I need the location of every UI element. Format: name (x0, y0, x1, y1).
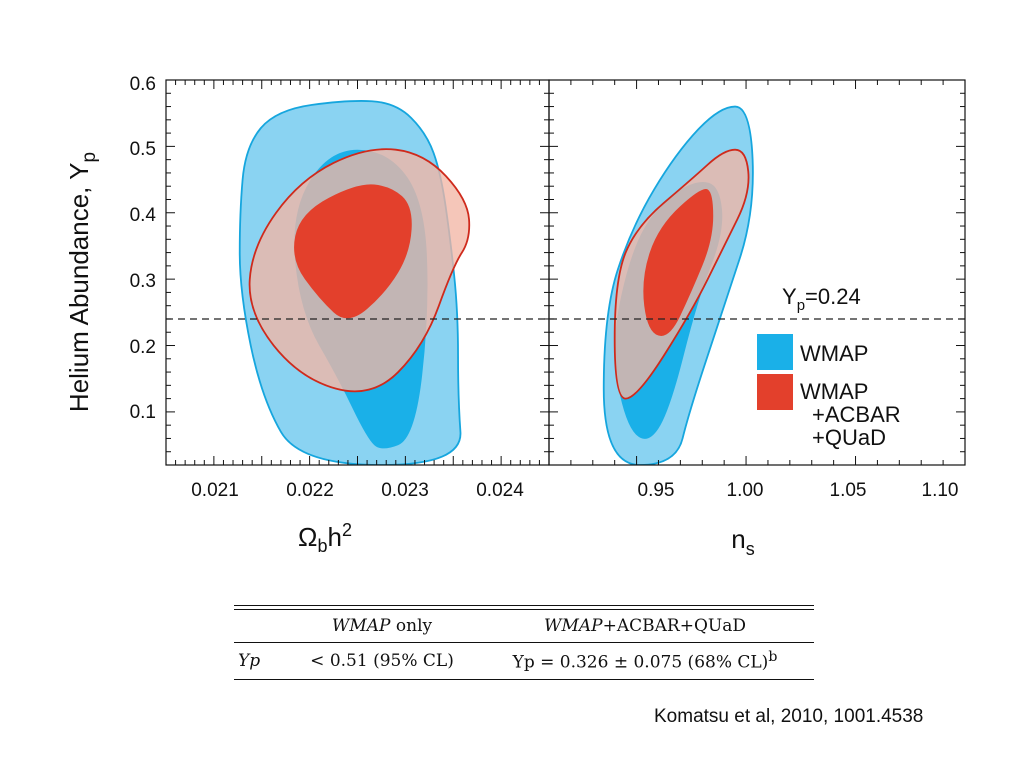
table-top-rule (234, 605, 814, 610)
y-tick-label: 0.3 (130, 271, 156, 292)
table-header-cell: WMAP only (288, 610, 476, 643)
axis-ticks (165, 79, 966, 465)
citation: Komatsu et al, 2010, 1001.4538 (654, 706, 924, 727)
x-axis-title-left: Ωbh2 (298, 520, 352, 556)
table-cell: < 0.51 (95% CL) (288, 642, 476, 680)
table-cell: Yp (234, 642, 288, 680)
table-header-row: WMAP only WMAP+ACBAR+QUaD (234, 610, 814, 643)
x-axis-title-right: ns (731, 524, 754, 559)
legend-label-combo: WMAP (800, 379, 868, 404)
x-tick-label: 0.024 (476, 480, 524, 501)
table-cell: Yp = 0.326 ± 0.075 (68% CL)b (476, 642, 814, 680)
y-tick-label: 0.6 (130, 74, 156, 95)
y-tick-label: 0.5 (130, 139, 156, 160)
y-tick-label: 0.4 (130, 205, 157, 226)
y-tick-label: 0.2 (130, 337, 156, 358)
x-tick-label: 0.021 (191, 480, 239, 501)
legend-label-combo: +QUaD (812, 425, 886, 450)
x-tick-label: 0.023 (381, 480, 429, 501)
contour-wmap-acbar-quad-68 (643, 189, 714, 336)
x-tick-label: 1.05 (830, 480, 867, 501)
figure: Yp=0.24 0.1 0.2 0.3 0.4 0.5 0.6 0.021 0.… (64, 74, 966, 559)
y-tick-label: 0.1 (130, 402, 156, 423)
right-panel-contours (602, 105, 754, 465)
left-panel-contours (238, 100, 471, 465)
x-tick-label: 0.022 (286, 480, 334, 501)
x-tick-label: 0.95 (638, 480, 675, 501)
results-table: WMAP only WMAP+ACBAR+QUaD Yp < 0.51 (95%… (234, 605, 814, 680)
contour-wmap-acbar-quad-68 (294, 184, 412, 319)
y-axis-title: Helium Abundance, Yp (64, 152, 100, 412)
right-panel-frame (548, 79, 966, 466)
table-header-cell: WMAP+ACBAR+QUaD (476, 610, 814, 643)
table-row: Yp < 0.51 (95% CL) Yp = 0.326 ± 0.075 (6… (234, 642, 814, 680)
table-header-cell (234, 610, 288, 643)
legend-label-combo: +ACBAR (812, 402, 901, 427)
x-tick-label: 1.00 (727, 480, 764, 501)
legend-label-wmap: WMAP (800, 341, 868, 366)
reference-line-label: Yp=0.24 (782, 284, 861, 314)
legend-swatch-combo (757, 374, 793, 410)
legend-swatch-wmap (757, 334, 793, 370)
x-tick-label: 1.10 (922, 480, 959, 501)
